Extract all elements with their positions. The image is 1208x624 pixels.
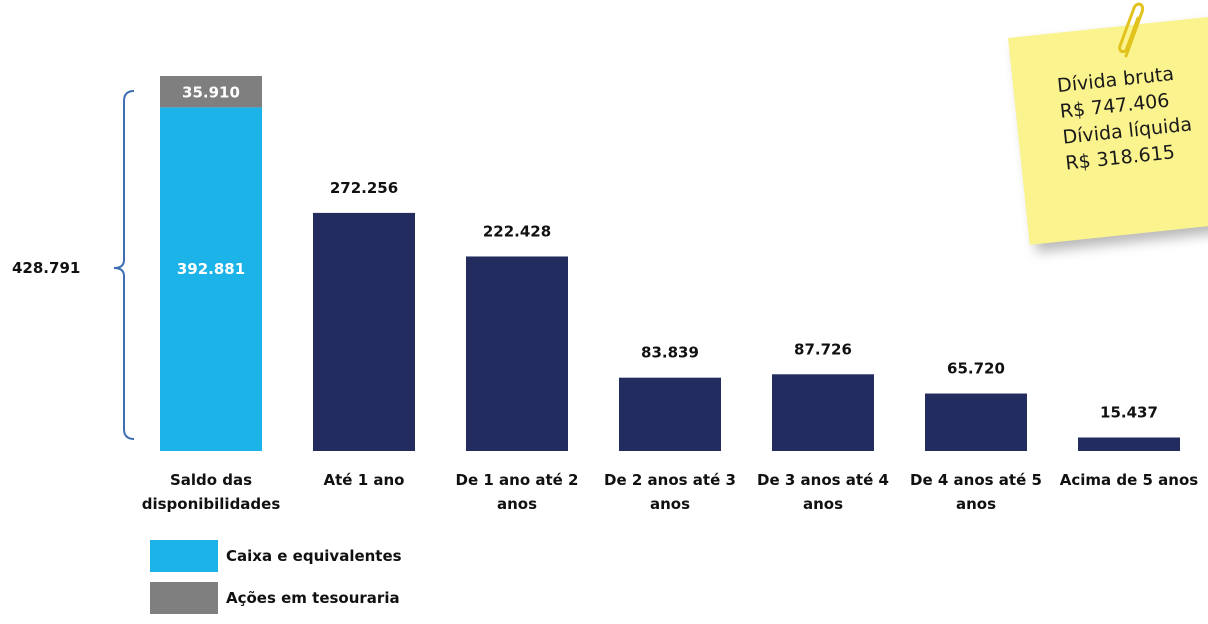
value-label-maturity-6: 15.437 [1100,403,1158,421]
bar-maturity-2 [466,256,568,451]
bar-maturity-5 [925,393,1027,451]
legend-label-caixa: Caixa e equivalentes [226,547,402,565]
value-label-maturity-4: 87.726 [794,340,852,358]
legend-item-caixa: Caixa e equivalentes [150,540,402,572]
bar-caixa-saldo [160,107,262,452]
category-label-5-line-1: anos [956,495,996,513]
total-label: 428.791 [12,259,80,277]
category-label-5-line-0: De 4 anos até 5 [910,471,1042,489]
category-label-1-line-0: Até 1 ano [324,471,405,489]
legend-label-acoes: Ações em tesouraria [226,589,400,607]
bar-maturity-6 [1078,437,1180,451]
category-label-6-line-0: Acima de 5 anos [1060,471,1199,489]
value-label-maturity-1: 272.256 [330,179,398,197]
category-label-4-line-1: anos [803,495,843,513]
bar-maturity-1 [313,212,415,451]
paperclip-icon [1118,2,1145,58]
sticky-note-text: Dívida bruta R$ 747.406 Dívida líquida R… [1056,60,1196,177]
category-label-2-line-0: De 1 ano até 2 [456,471,579,489]
category-label-3-line-1: anos [650,495,690,513]
legend-swatch-acoes [150,582,218,614]
legend-item-acoes: Ações em tesouraria [150,582,402,614]
value-label-acoes: 35.910 [182,84,240,102]
legend-swatch-caixa [150,540,218,572]
chart-legend: Caixa e equivalentes Ações em tesouraria [150,540,402,624]
sticky-note: Dívida bruta R$ 747.406 Dívida líquida R… [1008,13,1208,245]
value-label-caixa: 392.881 [177,260,245,278]
bar-maturity-3 [619,377,721,451]
category-label-2-line-1: anos [497,495,537,513]
value-label-maturity-5: 65.720 [947,360,1005,378]
total-brace [113,90,135,440]
category-label-0-line-0: Saldo das [170,471,252,489]
value-label-maturity-3: 83.839 [641,344,699,362]
category-label-3-line-0: De 2 anos até 3 [604,471,736,489]
value-label-maturity-2: 222.428 [483,222,551,240]
bar-acoes-saldo [160,76,262,108]
bar-maturity-4 [772,374,874,451]
category-label-0-line-1: disponibilidades [142,495,281,513]
category-label-4-line-0: De 3 anos até 4 [757,471,889,489]
